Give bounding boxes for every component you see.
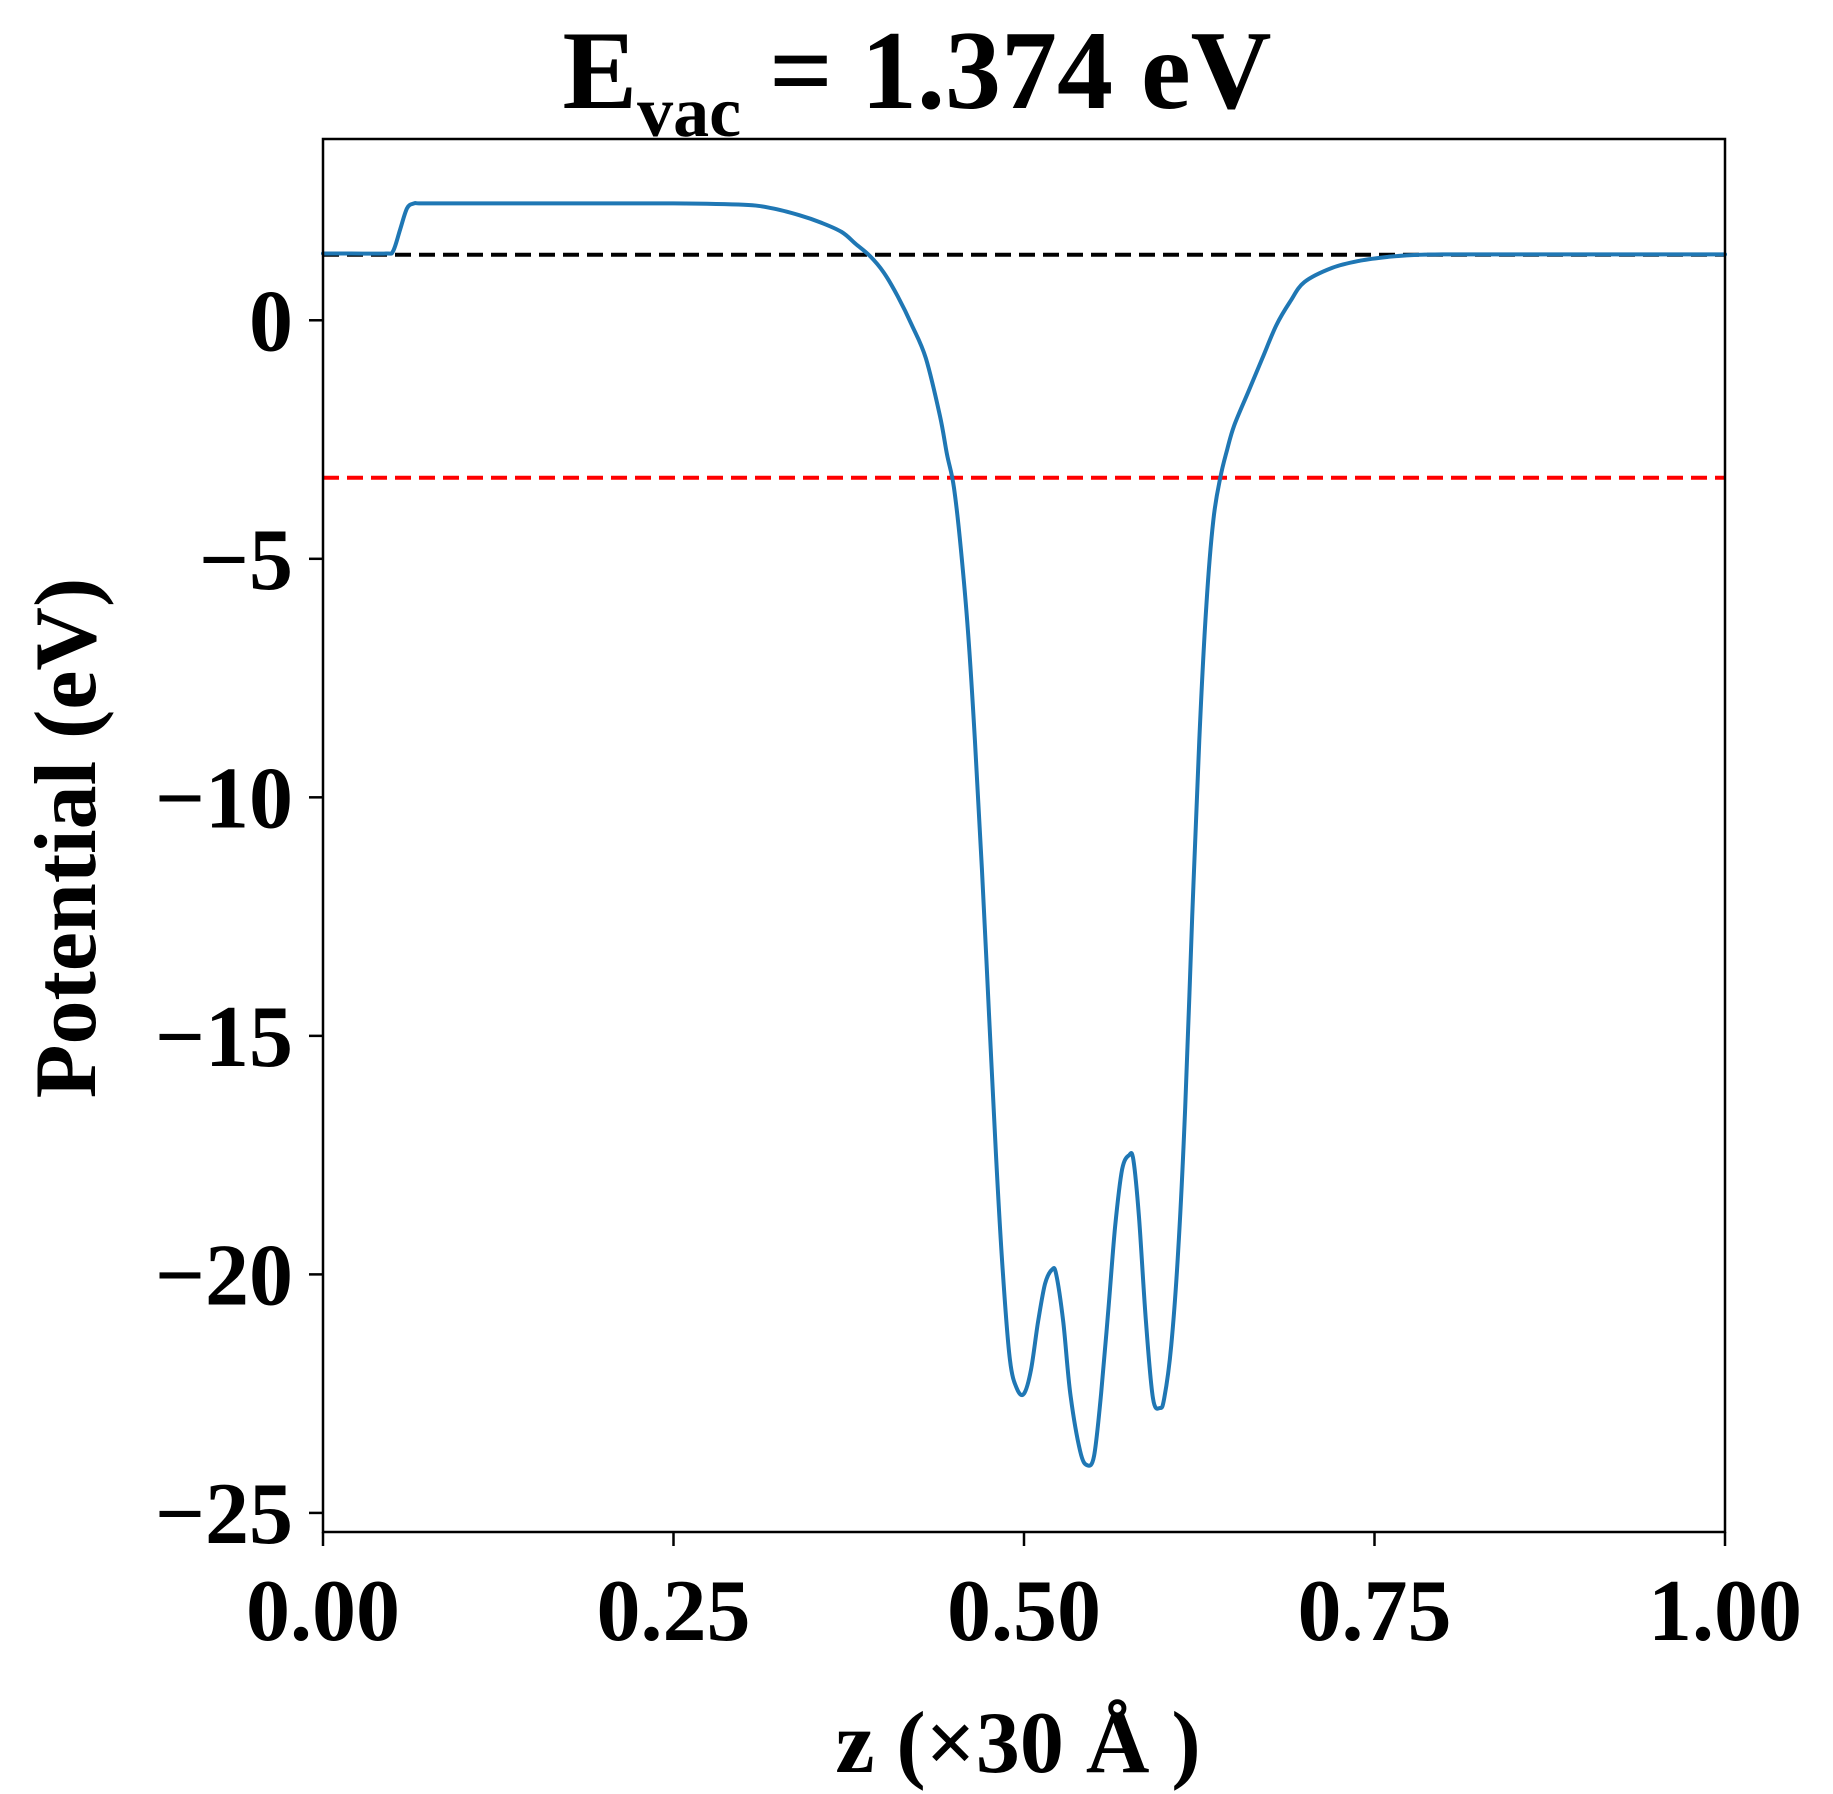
x-tick-label: 1.00	[1648, 1563, 1802, 1660]
plot-frame	[321, 137, 1727, 1534]
x-tick-label: 0.00	[246, 1563, 400, 1660]
y-axis-label: Potential (eV)	[18, 578, 115, 1098]
y-tick-label: −20	[155, 1227, 293, 1324]
y-tick-label: −15	[155, 989, 293, 1086]
chart-title-main: E	[562, 9, 637, 133]
chart-title-rest: = 1.374 eV	[741, 9, 1271, 133]
plot-area	[321, 201, 1727, 1468]
y-tick-label: 0	[249, 273, 293, 370]
y-tick-label: −5	[199, 512, 293, 609]
x-axis-ticks: 0.00 0.25 0.50 0.75 1.00	[246, 1532, 1802, 1660]
potential-series-line	[321, 201, 1727, 1468]
x-tick-label: 0.25	[597, 1563, 751, 1660]
chart-title: Evac = 1.374 eV	[562, 9, 1271, 152]
y-tick-label: −10	[155, 750, 293, 847]
x-axis-label: z (×30 Å )	[835, 1695, 1200, 1792]
y-tick-label: −25	[155, 1466, 293, 1563]
x-tick-label: 0.75	[1298, 1563, 1452, 1660]
x-tick-label: 0.50	[947, 1563, 1101, 1660]
y-axis-ticks: 0 −5 −10 −15 −20 −25	[155, 273, 323, 1563]
